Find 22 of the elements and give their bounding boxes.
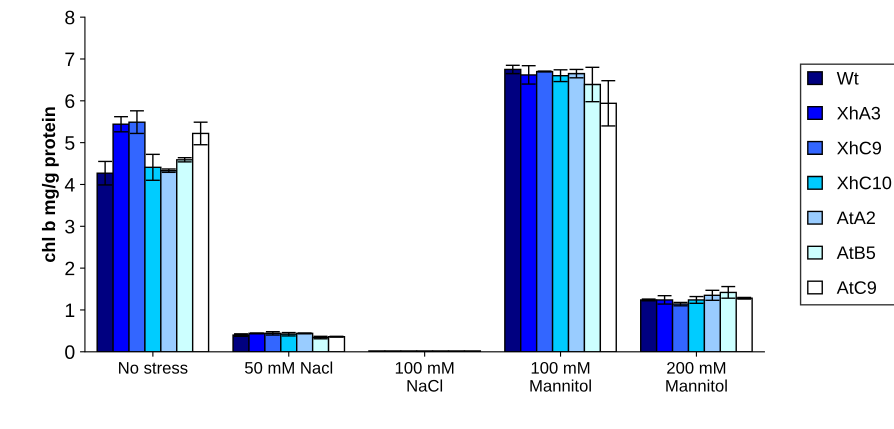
y-tick-label: 0 <box>65 345 74 360</box>
y-tick-label: 4 <box>64 178 75 192</box>
x-tick-label: 100 mM NaCl <box>396 362 454 392</box>
legend-label: XhC10 <box>837 176 892 190</box>
x-tick-label: No stress <box>119 362 188 374</box>
legend-label: AtC9 <box>836 281 876 294</box>
y-tick-label: 3 <box>65 220 74 234</box>
legend-label: XhA3 <box>837 106 880 120</box>
legend-label: XhC9 <box>837 141 881 154</box>
y-tick-label: 6 <box>65 94 74 108</box>
x-tick-label: 100 mM Mannitol <box>530 362 591 392</box>
legend-label: Wt <box>836 72 859 85</box>
y-axis-title: chl b mg/g protein <box>42 107 59 262</box>
y-tick-label: 7 <box>65 52 74 66</box>
y-tick-label: 5 <box>65 136 74 150</box>
legend-label: AtA2 <box>836 211 875 224</box>
x-tick-label: 50 mM Nacl <box>244 362 332 374</box>
y-tick-label: 1 <box>66 304 74 317</box>
y-tick-label: 2 <box>65 262 74 276</box>
legend-label: AtB5 <box>836 246 876 260</box>
y-tick-label: 8 <box>65 10 74 24</box>
x-tick-label: 200 mM Mannitol <box>666 362 727 392</box>
